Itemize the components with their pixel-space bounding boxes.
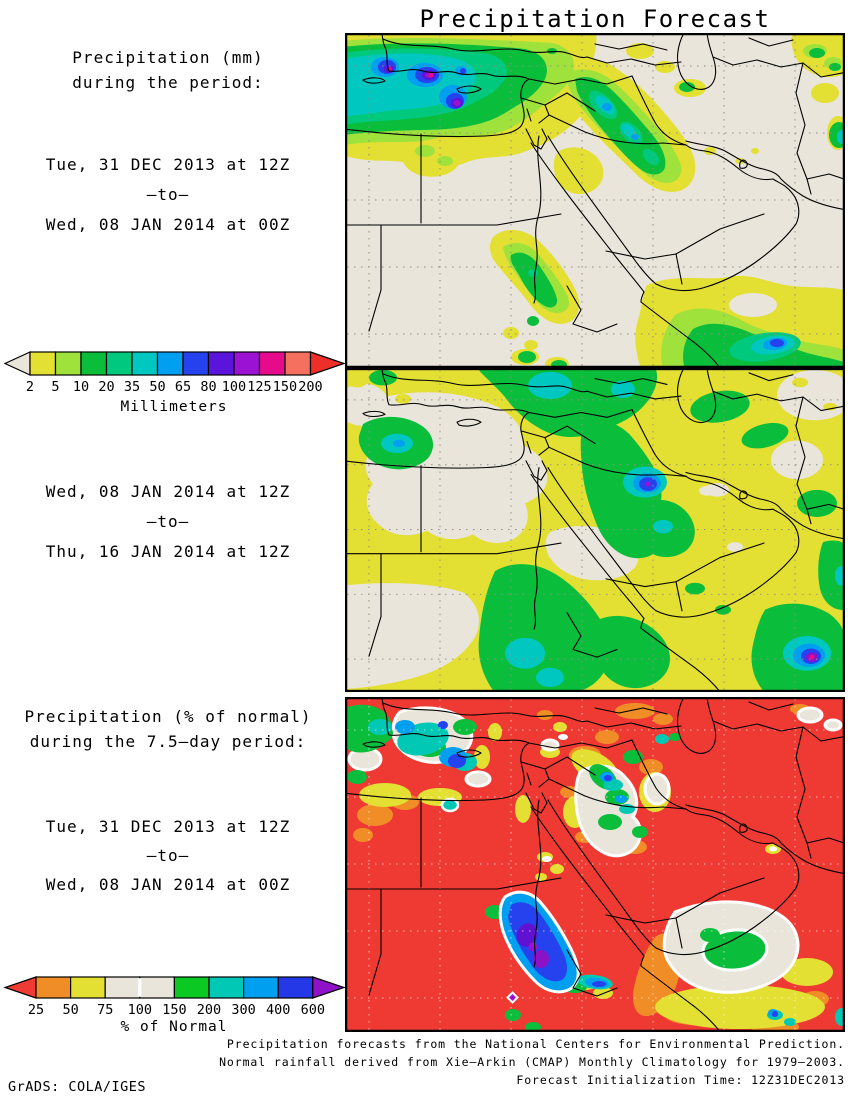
map2-precip-shading <box>345 368 845 692</box>
colorbar-segment <box>35 976 72 999</box>
panel3-period-end: Wed, 08 JAN 2014 at 00Z <box>45 875 291 894</box>
colorbar-segment <box>243 976 279 999</box>
colorbar-segment <box>258 351 286 376</box>
colorbar-tick-label: 200 <box>197 1002 221 1018</box>
colorbar-segment <box>233 351 261 376</box>
colorbar-tick-label: 100 <box>128 1002 152 1018</box>
map1-frame <box>345 33 845 368</box>
colorbar-segment <box>105 351 133 376</box>
colorbar-segment <box>207 351 235 376</box>
colorbar-segment <box>156 351 184 376</box>
colorbar-segment <box>54 351 82 376</box>
colorbar-tick-label: 35 <box>124 379 140 395</box>
colorbar-segment <box>284 351 312 376</box>
panel2-period: Wed, 08 JAN 2014 at 12Z –to– Thu, 16 JAN… <box>0 477 336 567</box>
panel3-period: Tue, 31 DEC 2013 at 12Z –to– Wed, 08 JAN… <box>0 812 336 899</box>
panel1-heading-line2: during the period: <box>72 72 264 92</box>
panel2-period-start: Wed, 08 JAN 2014 at 12Z <box>45 482 291 501</box>
colorbar-segment <box>80 351 108 376</box>
panel1-period: Tue, 31 DEC 2013 at 12Z –to– Wed, 08 JAN… <box>0 150 336 240</box>
panel1-period-start: Tue, 31 DEC 2013 at 12Z <box>45 155 291 174</box>
map-precip-mm-week1 <box>345 33 845 368</box>
colorbar-segment <box>277 976 314 999</box>
colorbar-segment <box>131 351 159 376</box>
colorbar-segment <box>104 976 141 999</box>
colorbar-tick-label: 300 <box>231 1002 255 1018</box>
colorbar-tick-label: 65 <box>175 379 191 395</box>
colorbar-tick-label: 50 <box>149 379 165 395</box>
colorbar-tick-label: 100 <box>222 379 246 395</box>
colorbar-tick-label: 25 <box>28 1002 44 1018</box>
footer-caption: Precipitation forecasts from the Nationa… <box>125 1035 845 1089</box>
colorbar-segment <box>139 976 176 999</box>
colorbar-tick-label: 75 <box>97 1002 113 1018</box>
footer-line2: Normal rainfall derived from Xie–Arkin (… <box>219 1055 845 1069</box>
colorbar-tick-label: 600 <box>301 1002 325 1018</box>
colorbar-right-arrow <box>312 976 346 999</box>
map-precip-mm-week2 <box>345 368 845 692</box>
footer-line1: Precipitation forecasts from the Nationa… <box>226 1037 845 1051</box>
colorbar-tick-label: 150 <box>273 379 297 395</box>
panel1-period-end: Wed, 08 JAN 2014 at 00Z <box>45 215 291 234</box>
colorbar-left-arrow <box>3 976 37 999</box>
colorbar-unit-label: Millimeters <box>120 399 227 415</box>
map3-frame <box>345 697 845 1032</box>
colorbar-tick-label: 80 <box>200 379 216 395</box>
panel3-period-start: Tue, 31 DEC 2013 at 12Z <box>45 817 291 836</box>
colorbar-tick-label: 125 <box>247 379 271 395</box>
grads-attribution: GrADS: COLA/IGES <box>8 1079 147 1095</box>
colorbar-white-divider <box>138 978 142 997</box>
colorbar-tick-label: 5 <box>51 379 59 395</box>
colorbar-segment <box>69 976 106 999</box>
panel1-heading-line1: Precipitation (mm) <box>72 48 264 67</box>
map-precip-percent-normal <box>345 697 845 1032</box>
colorbar-tick-label: 10 <box>73 379 89 395</box>
panel1-period-separator: –to– <box>146 185 190 204</box>
panel2-period-separator: –to– <box>146 512 190 531</box>
colorbar-tick-label: 400 <box>266 1002 290 1018</box>
colorbar-tick-label: 20 <box>98 379 114 395</box>
colorbar-segment <box>173 976 210 999</box>
page-title: Precipitation Forecast <box>419 5 771 33</box>
panel3-heading-line1: Precipitation (% of normal) <box>24 707 312 726</box>
footer-line3: Forecast Initialization Time: 12Z31DEC20… <box>516 1073 845 1087</box>
map3-precip-shading <box>345 703 845 1032</box>
map2-frame <box>345 368 845 692</box>
colorbar-millimeters: 2 5 10 20 35 50 65 80 100 125 150 200 Millimeters <box>3 351 346 415</box>
panel3-heading: Precipitation (% of normal) during the 7… <box>0 705 336 754</box>
colorbar-percent-of-normal: 25 50 75 100 150 200 300 400 600 % of Normal <box>3 976 346 1035</box>
colorbar-tick-label: 2 <box>26 379 34 395</box>
panel3-period-separator: –to– <box>146 846 190 865</box>
panel1-heading: Precipitation (mm) during the period: <box>0 46 336 95</box>
colorbar-left-arrow <box>3 351 31 376</box>
colorbar-segment <box>208 976 245 999</box>
colorbar-unit-label: % of Normal <box>120 1019 227 1035</box>
colorbar-tick-label: 150 <box>162 1002 186 1018</box>
colorbar-segment <box>29 351 57 376</box>
map1-precip-shading <box>345 33 845 368</box>
panel2-period-end: Thu, 16 JAN 2014 at 12Z <box>45 542 291 561</box>
colorbar-segment <box>182 351 210 376</box>
colorbar-tick-label: 200 <box>298 379 322 395</box>
colorbar-right-arrow <box>309 351 346 376</box>
panel3-heading-line2: during the 7.5–day period: <box>29 731 307 751</box>
colorbar-tick-label: 50 <box>62 1002 78 1018</box>
